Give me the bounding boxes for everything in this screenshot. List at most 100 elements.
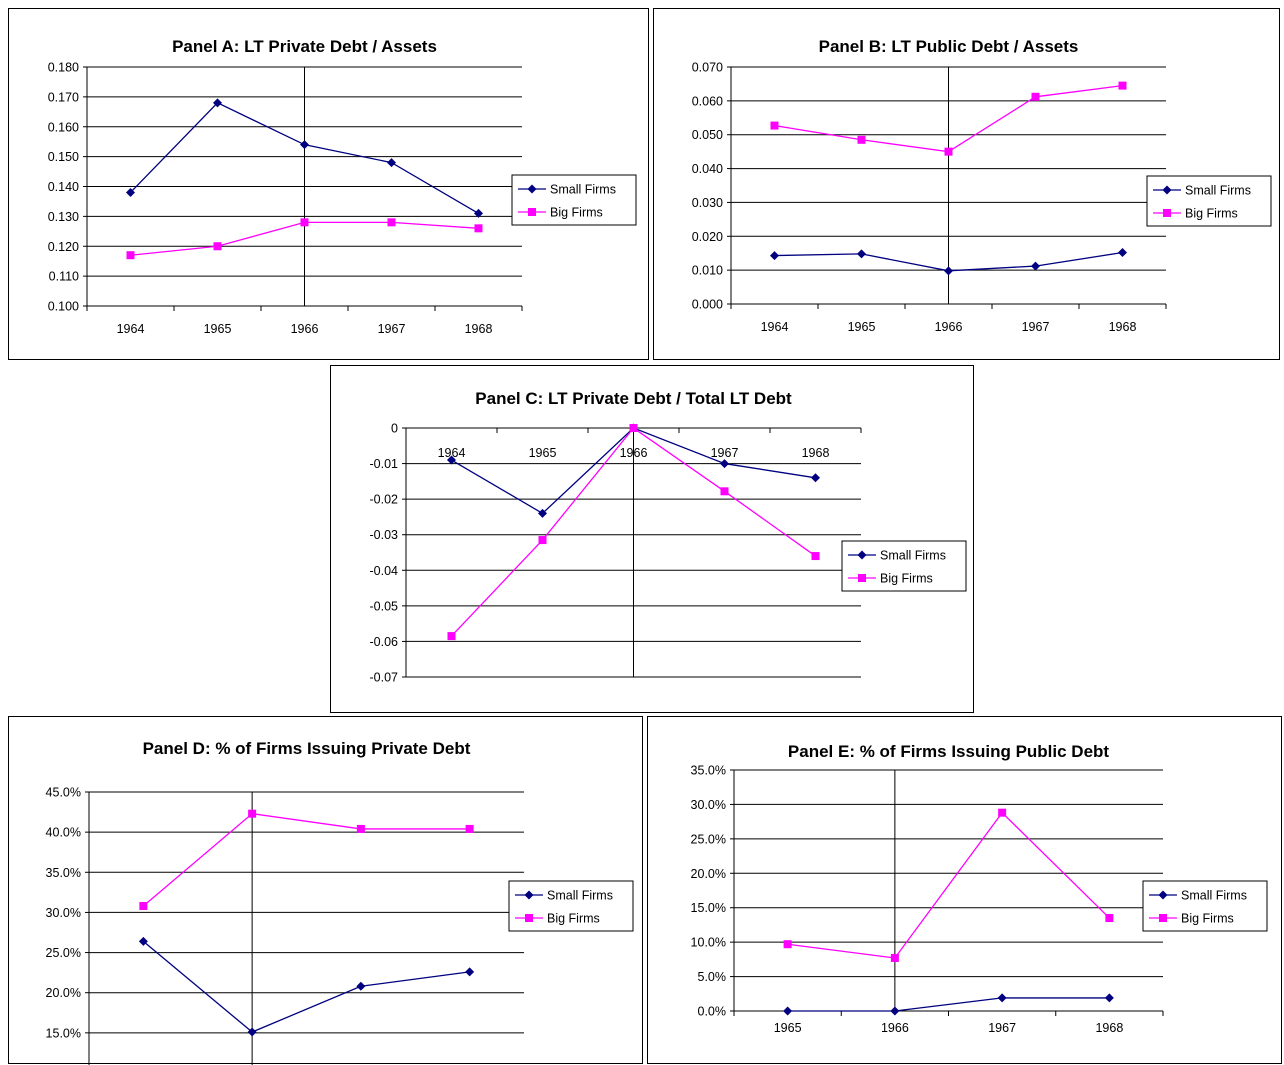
panel-b-small-firms-point	[944, 266, 953, 276]
panel-c-small-firms-point	[447, 455, 456, 465]
panel-a-xtick-label: 1964	[117, 322, 145, 336]
panel-d-legend-marker	[524, 890, 534, 900]
panel-c-ytick-label: -0.03	[370, 528, 399, 542]
panel-b-legend-label: Big Firms	[1185, 207, 1238, 221]
panel-c-legend-label: Big Firms	[880, 572, 933, 586]
panel-c-legend: Small Firms Big Firms	[841, 540, 967, 592]
panel-e-ytick-label: 30.0%	[691, 798, 726, 812]
panel-d-ytick-label: 45.0%	[46, 786, 81, 800]
panel-a-legend-marker	[527, 184, 537, 194]
panel-d-ytick-label: 15.0%	[46, 1026, 81, 1040]
panel-d-small-firms-point	[247, 1027, 257, 1037]
panel-d-big-firms-point	[356, 824, 365, 833]
panel-a-ytick-label: 0.160	[48, 120, 79, 134]
panel-e-small-firms-point	[783, 1006, 793, 1016]
panel-d-big-firms-point	[465, 824, 474, 833]
panel-e-big-firms-point	[998, 808, 1007, 817]
panel-b-big-firms-point	[857, 135, 866, 144]
panel-e-legend-label: Small Firms	[1181, 889, 1247, 903]
panel-b-big-firms-point	[770, 121, 779, 130]
panel-b-ytick-label: 0.020	[692, 230, 723, 244]
panel-c-big-firms-point	[447, 632, 456, 641]
panel-c-small-firms-point	[538, 508, 547, 518]
panel-c-legend-marker	[857, 550, 867, 560]
panel-b-ytick-label: 0.060	[692, 94, 723, 108]
panel-a-legend: Small Firms Big Firms	[511, 174, 637, 226]
panel-a-small-firms-point	[213, 98, 222, 108]
panel-b-xtick-label: 1965	[848, 320, 876, 334]
panel-e-legend-label: Big Firms	[1181, 912, 1234, 926]
panel-c-legend-label: Small Firms	[880, 549, 946, 563]
panel-c-ytick-label: -0.01	[370, 457, 399, 471]
panel-d-legend-marker	[525, 914, 533, 922]
panel-d: Panel D: % of Firms Issuing Private Debt…	[8, 716, 643, 1065]
panel-c-ytick-label: 0	[391, 422, 398, 436]
panel-d-ytick-label: 20.0%	[46, 986, 81, 1000]
panel-e-xtick-label: 1967	[988, 1021, 1016, 1035]
panel-c-xtick-label: 1968	[802, 446, 830, 460]
panel-b-small-firms-point	[857, 249, 866, 259]
panel-a-legend-label: Big Firms	[550, 206, 603, 220]
panel-d-legend-label: Big Firms	[547, 912, 600, 926]
panel-c-xtick-label: 1965	[529, 446, 557, 460]
panel-b-chart: Panel B: LT Public Debt / Assets 0.070 0.0…	[692, 37, 1272, 334]
panel-e: Panel E: % of Firms Issuing Public Debt 3…	[647, 716, 1282, 1064]
panel-b-ytick-label: 0.070	[692, 61, 723, 75]
panel-e-xtick-label: 1966	[881, 1021, 909, 1035]
panel-b-title: Panel B: LT Public Debt / Assets	[819, 37, 1079, 56]
panel-b-small-firms-point	[1031, 261, 1040, 271]
panel-e-xtick-label: 1965	[774, 1021, 802, 1035]
panel-a-legend-label: Small Firms	[550, 183, 616, 197]
panel-b-big-firms-point	[1118, 81, 1127, 90]
panel-e-ytick-label: 20.0%	[691, 867, 726, 881]
panel-e-series-big-firms-line	[787, 811, 1110, 959]
panel-b-ytick-label: 0.050	[692, 128, 723, 142]
panel-b-small-firms-point	[770, 251, 779, 261]
panel-d-ytick-label: 25.0%	[46, 946, 81, 960]
panel-e-big-firms-point	[1105, 914, 1114, 923]
panel-e-legend: Small Firms Big Firms	[1142, 880, 1268, 932]
panel-a-ytick-label: 0.120	[48, 240, 79, 254]
panel-d-small-firms-point	[138, 936, 148, 946]
panel-b-small-firms-point	[1118, 248, 1127, 258]
panel-c-small-firms-point	[811, 473, 820, 483]
panel-e-xtick-label: 1968	[1095, 1021, 1123, 1035]
panel-e-ytick-label: 5.0%	[698, 970, 727, 984]
panel-d-legend-label: Small Firms	[547, 889, 613, 903]
panel-a-ytick-label: 0.150	[48, 150, 79, 164]
panel-c-title: Panel C: LT Private Debt / Total LT Debt	[475, 389, 792, 408]
panel-b-xtick-label: 1966	[935, 320, 963, 334]
panel-a-ytick-label: 0.100	[48, 300, 79, 314]
panel-c-big-firms-point	[538, 536, 547, 545]
panel-a-big-firms-point	[213, 242, 222, 251]
panel-e-title: Panel E: % of Firms Issuing Public Debt	[788, 742, 1110, 761]
panel-e-legend-marker	[1159, 914, 1167, 922]
panel-d-ytick-label: 30.0%	[46, 906, 81, 920]
panel-e-ytick-label: 0.0%	[698, 1005, 727, 1019]
panel-d-small-firms-point	[356, 981, 366, 991]
panel-b-legend: Small Firms Big Firms	[1146, 175, 1272, 227]
panel-a-big-firms-point	[300, 218, 309, 227]
panel-c-legend-box	[841, 540, 967, 592]
panel-b-xtick-label: 1967	[1022, 320, 1050, 334]
panel-b-xtick-label: 1964	[761, 320, 789, 334]
panel-c-legend-marker	[858, 574, 866, 582]
panel-b-ytick-label: 0.040	[692, 162, 723, 176]
panel-c-ytick-label: -0.07	[370, 671, 399, 685]
panel-a-big-firms-point	[126, 251, 135, 260]
panel-e-ytick-label: 15.0%	[691, 901, 726, 915]
panel-d-big-firms-point	[139, 902, 148, 911]
panel-b: Panel B: LT Public Debt / Assets 0.070 0.0…	[653, 8, 1280, 360]
panel-d-big-firms-point	[248, 809, 257, 818]
panel-e-small-firms-point	[1104, 993, 1114, 1003]
panel-d-legend-box	[508, 880, 634, 932]
panel-a-xtick-label: 1967	[378, 322, 406, 336]
panel-d-legend: Small Firms Big Firms	[508, 880, 634, 932]
panel-e-ytick-label: 35.0%	[691, 764, 726, 778]
panel-e-small-firms-point	[997, 993, 1007, 1003]
panel-a-big-firms-point	[387, 218, 396, 227]
panel-a-title: Panel A: LT Private Debt / Assets	[172, 37, 437, 56]
panel-e-ytick-label: 25.0%	[691, 832, 726, 846]
panel-e-big-firms-point	[890, 953, 899, 962]
panel-c-xtick-label: 1967	[711, 446, 739, 460]
